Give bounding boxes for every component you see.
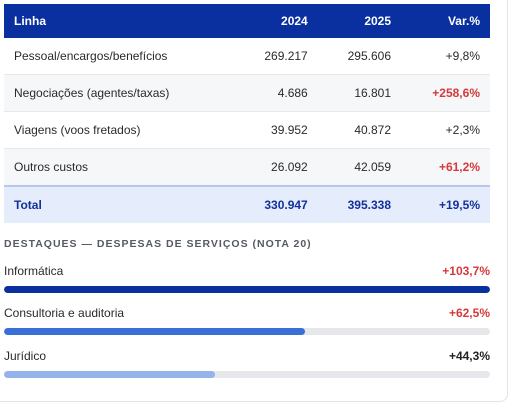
table-row: Outros custos 26.092 42.059 +61,2% (4, 148, 490, 187)
highlight-bar-track (4, 328, 490, 335)
highlights-section: DESTAQUES — DESPESAS DE SERVIÇOS (NOTA 2… (4, 236, 490, 378)
highlight-bar-fill (4, 371, 216, 378)
total-2024: 330.947 (234, 185, 318, 223)
row-2025: 295.606 (317, 38, 402, 75)
total-var: +19,5% (401, 185, 490, 223)
highlight-value: +103,7% (442, 264, 490, 278)
expenses-table: Linha 2024 2025 Var.% Pessoal/encargos/b… (4, 4, 490, 223)
row-2024: 26.092 (234, 148, 318, 187)
header-2024: 2024 (234, 4, 318, 38)
highlight-bar-fill (4, 328, 306, 335)
table-row: Pessoal/encargos/benefícios 269.217 295.… (4, 38, 490, 75)
row-line: Pessoal/encargos/benefícios (4, 38, 235, 75)
row-var: +258,6% (401, 74, 490, 112)
highlight-bar-track (4, 371, 490, 378)
row-2025: 16.801 (317, 74, 402, 112)
highlight-label: Jurídico (4, 349, 47, 363)
row-var: +61,2% (401, 148, 490, 187)
row-line: Outros custos (4, 148, 235, 187)
row-2025: 42.059 (317, 148, 402, 187)
header-line: Linha (4, 4, 235, 38)
table-row: Viagens (voos fretados) 39.952 40.872 +2… (4, 111, 490, 149)
row-2024: 4.686 (234, 74, 318, 112)
row-line: Viagens (voos fretados) (4, 111, 235, 149)
header-2025: 2025 (317, 4, 402, 38)
highlight-value: +62,5% (448, 306, 490, 320)
row-line: Negociações (agentes/taxas) (4, 74, 235, 112)
total-2025: 395.338 (317, 185, 402, 223)
highlight-label: Informática (4, 264, 64, 278)
highlight-label: Consultoria e auditoria (4, 306, 125, 320)
highlight-value: +44,3% (448, 349, 490, 363)
highlight-item: Informática +103,7% (4, 262, 490, 293)
row-2024: 39.952 (234, 111, 318, 149)
total-row: Total 330.947 395.338 +19,5% (4, 185, 490, 223)
row-2024: 269.217 (234, 38, 318, 75)
table-header-row: Linha 2024 2025 Var.% (4, 4, 490, 38)
highlight-bar-fill (4, 286, 490, 293)
row-var: +9,8% (401, 38, 490, 75)
row-var: +2,3% (401, 111, 490, 149)
highlight-bar-track (4, 286, 490, 293)
highlights-title: DESTAQUES — DESPESAS DE SERVIÇOS (NOTA 2… (4, 238, 312, 250)
table-row: Negociações (agentes/taxas) 4.686 16.801… (4, 74, 490, 112)
expenses-card: Linha 2024 2025 Var.% Pessoal/encargos/b… (0, 0, 508, 402)
header-var: Var.% (401, 4, 490, 38)
total-label: Total (4, 185, 235, 223)
highlight-item: Jurídico +44,3% (4, 347, 490, 378)
row-2025: 40.872 (317, 111, 402, 149)
highlight-item: Consultoria e auditoria +62,5% (4, 304, 490, 335)
